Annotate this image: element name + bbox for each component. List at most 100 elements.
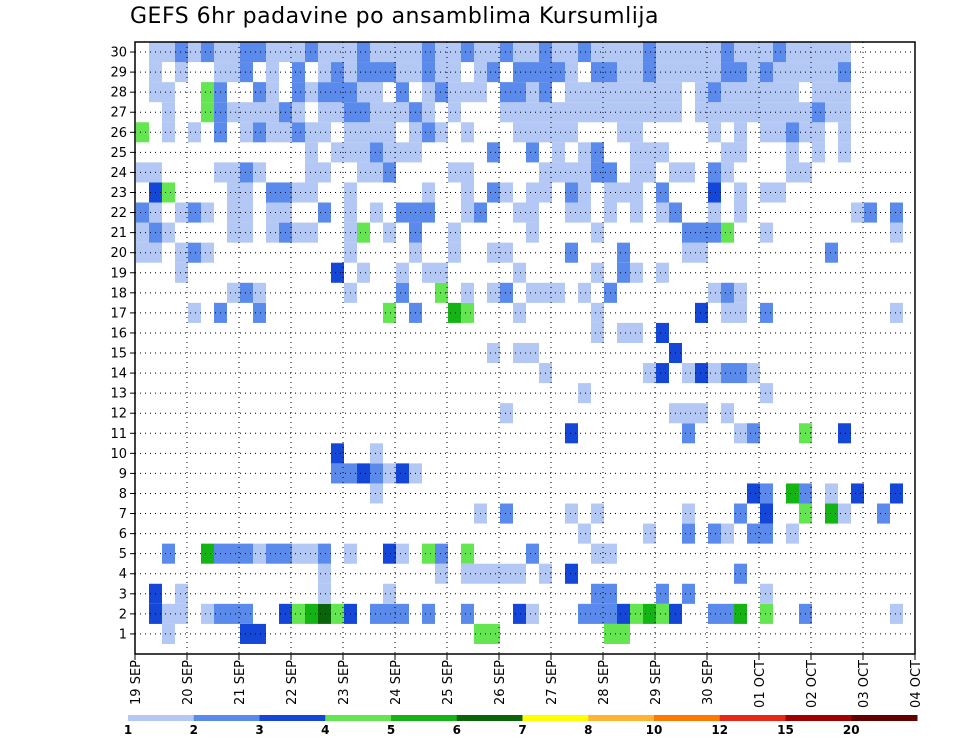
x-tick-label: 26 SEP xyxy=(493,660,508,705)
heatmap-cell xyxy=(383,162,396,183)
heatmap-cell xyxy=(578,383,591,404)
heatmap-cell xyxy=(643,42,656,63)
heatmap-cell xyxy=(318,202,331,223)
heatmap-cell xyxy=(500,102,513,123)
heatmap-cell xyxy=(591,42,604,63)
heatmap-cell xyxy=(383,62,396,83)
heatmap-cell xyxy=(383,543,396,564)
heatmap-cell xyxy=(838,62,851,83)
x-tick-label: 20 SEP xyxy=(181,660,196,705)
y-tick-label: 16 xyxy=(110,326,127,341)
y-tick-label: 10 xyxy=(110,447,127,462)
heatmap-cell xyxy=(513,62,526,83)
heatmap-cell xyxy=(578,142,591,163)
heatmap-cell xyxy=(370,603,383,624)
heatmap-cell xyxy=(383,222,396,243)
colorbar-label: 10 xyxy=(646,723,663,737)
y-tick-label: 7 xyxy=(119,507,127,522)
heatmap-cell xyxy=(565,423,578,444)
heatmap-cell xyxy=(461,182,474,203)
heatmap-cell xyxy=(396,603,409,624)
heatmap-cell xyxy=(656,182,669,203)
heatmap-cell xyxy=(227,182,240,203)
heatmap-cell xyxy=(721,403,734,424)
heatmap-cell xyxy=(760,523,773,544)
heatmap-cell xyxy=(461,122,474,143)
heatmap-cell xyxy=(500,282,513,303)
heatmap-cell xyxy=(682,403,695,424)
heatmap-cell xyxy=(357,463,370,484)
heatmap-cell xyxy=(812,122,825,143)
heatmap-cell xyxy=(396,142,409,163)
heatmap-cell xyxy=(617,322,630,343)
heatmap-cell xyxy=(747,363,760,384)
heatmap-cell xyxy=(695,363,708,384)
y-tick-label: 2 xyxy=(119,607,127,622)
y-tick-label: 14 xyxy=(110,367,127,382)
heatmap-cell xyxy=(201,603,214,624)
heatmap-cell xyxy=(812,102,825,123)
heatmap-cell xyxy=(331,142,344,163)
heatmap-cell xyxy=(695,62,708,83)
heatmap-cell xyxy=(760,122,773,143)
heatmap-cell xyxy=(500,563,513,584)
heatmap-cell xyxy=(240,282,253,303)
heatmap-cell xyxy=(461,42,474,63)
heatmap-cell xyxy=(422,42,435,63)
colorbar-label: 20 xyxy=(843,723,860,737)
heatmap-cell xyxy=(240,623,253,644)
heatmap-cell xyxy=(136,242,149,263)
heatmap-cell xyxy=(227,222,240,243)
heatmap-cell xyxy=(630,262,643,283)
heatmap-cell xyxy=(513,122,526,143)
heatmap-cell xyxy=(383,463,396,484)
heatmap-cell xyxy=(786,102,799,123)
heatmap-cell xyxy=(201,82,214,103)
heatmap-cell xyxy=(760,302,773,323)
heatmap-cell xyxy=(643,162,656,183)
heatmap-cell xyxy=(448,62,461,83)
heatmap-cell xyxy=(721,523,734,544)
heatmap-cell xyxy=(526,122,539,143)
heatmap-cell xyxy=(422,122,435,143)
heatmap-cell xyxy=(448,302,461,323)
heatmap-cell xyxy=(682,222,695,243)
heatmap-cell xyxy=(370,82,383,103)
colorbar-legend: 1 2 3 4 5 6 7 8 10 12 15 20 xyxy=(124,715,918,737)
heatmap-cell xyxy=(396,463,409,484)
heatmap-cell xyxy=(708,222,721,243)
heatmap-cell xyxy=(656,62,669,83)
heatmap-cell xyxy=(643,102,656,123)
heatmap-cell xyxy=(526,603,539,624)
heatmap-cell xyxy=(773,102,786,123)
heatmap-cell xyxy=(513,82,526,103)
chart-title: GEFS 6hr padavine po ansamblima Kursumli… xyxy=(130,4,659,29)
heatmap-cell xyxy=(591,142,604,163)
heatmap-cell xyxy=(227,102,240,123)
heatmap-cell xyxy=(643,142,656,163)
heatmap-cell xyxy=(747,42,760,63)
heatmap-cell xyxy=(526,543,539,564)
y-tick-label: 29 xyxy=(110,66,127,81)
y-tick-label: 17 xyxy=(110,306,127,321)
heatmap-cell xyxy=(461,563,474,584)
heatmap-cell xyxy=(591,322,604,343)
colorbar-label: 1 xyxy=(124,723,132,737)
heatmap-cell xyxy=(721,282,734,303)
heatmap-cell xyxy=(578,82,591,103)
heatmap-cell xyxy=(331,42,344,63)
heatmap-cell xyxy=(162,102,175,123)
heatmap-cell xyxy=(188,302,201,323)
y-tick-label: 28 xyxy=(110,86,127,101)
axes: 1234567891011121314151617181920212223242… xyxy=(110,41,924,708)
heatmap-cell xyxy=(461,82,474,103)
heatmap-cell xyxy=(266,122,279,143)
heatmap-cell xyxy=(760,82,773,103)
heatmap-cell xyxy=(357,82,370,103)
y-tick-label: 21 xyxy=(110,226,127,241)
heatmap-cell xyxy=(292,603,305,624)
heatmap-cell xyxy=(370,142,383,163)
heatmap-cell xyxy=(201,242,214,263)
heatmap-cell xyxy=(305,162,318,183)
y-tick-label: 25 xyxy=(110,146,127,161)
